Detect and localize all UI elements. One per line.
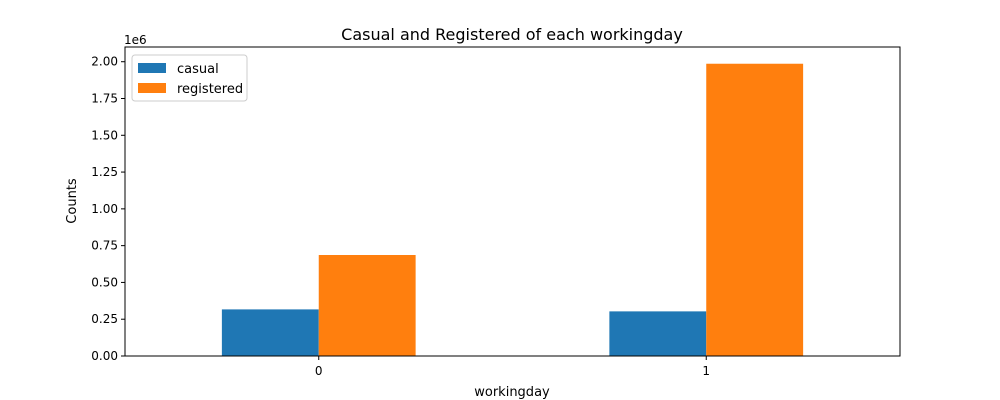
- legend-swatch-registered: [138, 83, 166, 93]
- plot-area: 0.00 0.25 0.50 0.75 1.00 1.25 1.50 1.75 2.00 0 1 ca…: [91, 46, 901, 378]
- legend-swatch-casual: [138, 63, 166, 73]
- y-axis-label: Counts: [65, 178, 80, 224]
- y-tick-label: 0.25: [91, 312, 118, 326]
- y-tick-label: 1.50: [91, 128, 118, 142]
- bar-casual-1: [609, 311, 707, 356]
- y-tick-label: 0.75: [91, 239, 118, 253]
- y-tick-label: 1.00: [91, 202, 118, 216]
- y-tick-label: 0.50: [91, 275, 118, 289]
- axes-frame: [124, 46, 901, 357]
- bar-registered-0: [318, 254, 416, 356]
- x-axis-label: workingday: [474, 385, 550, 400]
- y-offset-label: 1e6: [124, 33, 147, 47]
- y-tick-label: 0.00: [91, 349, 118, 363]
- y-tick-label: 2.00: [91, 55, 118, 69]
- y-tick-label: 1.75: [91, 92, 118, 106]
- legend-label-casual: casual: [177, 62, 219, 77]
- bar-registered-1: [706, 63, 804, 357]
- bar-casual-0: [221, 309, 319, 356]
- chart-title: Casual and Registered of each workingday: [341, 25, 683, 44]
- x-tick-label: 0: [315, 364, 323, 378]
- legend-label-registered: registered: [177, 82, 243, 97]
- y-tick-label: 1.25: [91, 165, 118, 179]
- x-tick-label: 1: [702, 364, 710, 378]
